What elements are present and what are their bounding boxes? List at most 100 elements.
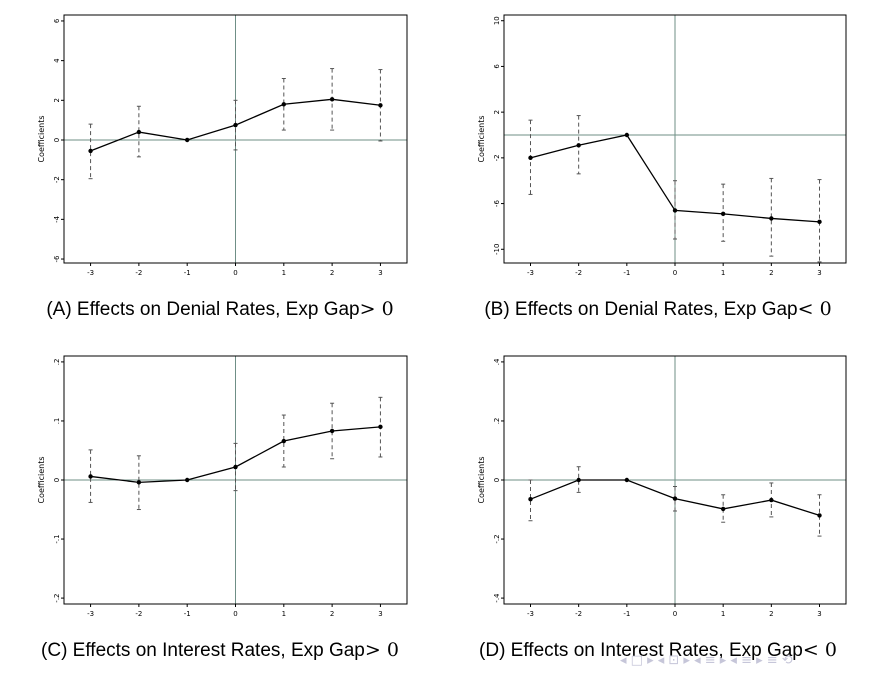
coefficient-point bbox=[184, 477, 190, 483]
navigation-symbols: ◂ □ ▸ ◂ ⊡ ▸ ◂ ≡ ▸ ◂ ≡ ▸ ≡ ⟲ bbox=[620, 653, 793, 668]
panel-caption: (B) Effects on Denial Rates, Exp Gap< 0 bbox=[484, 298, 831, 320]
coefficient-point bbox=[528, 496, 533, 502]
coefficient-point bbox=[184, 137, 190, 143]
y-tick-label: -10 bbox=[493, 244, 501, 255]
y-tick-label: 0 bbox=[53, 138, 61, 142]
y-tick-label: -2 bbox=[53, 176, 61, 183]
panel-caption: (C) Effects on Interest Rates, Exp Gap> … bbox=[41, 639, 399, 661]
x-tick-label: -1 bbox=[623, 269, 630, 277]
x-tick-label: 2 bbox=[769, 610, 773, 618]
y-tick-label: -.2 bbox=[53, 593, 61, 602]
coefficient-point bbox=[233, 464, 238, 470]
x-tick-label: -3 bbox=[527, 269, 534, 277]
y-tick-label: .2 bbox=[493, 418, 501, 425]
caption-math: > 0 bbox=[365, 639, 399, 661]
x-tick-label: -3 bbox=[87, 610, 94, 618]
caption-math: < 0 bbox=[798, 298, 832, 320]
y-tick-label: 0 bbox=[493, 478, 501, 482]
coefficient-point bbox=[624, 132, 630, 138]
y-tick-label: -.4 bbox=[493, 593, 501, 603]
caption-text: (B) Effects on Denial Rates, Exp Gap bbox=[484, 299, 797, 320]
x-tick-label: 2 bbox=[330, 610, 334, 618]
x-tick-label: 0 bbox=[233, 610, 237, 618]
x-tick-label: 1 bbox=[282, 610, 286, 618]
y-tick-label: .1 bbox=[53, 418, 61, 425]
x-tick-label: 0 bbox=[673, 610, 677, 618]
y-tick-label: 6 bbox=[53, 18, 61, 23]
coefficient-point bbox=[136, 480, 142, 485]
caption-text: (A) Effects on Denial Rates, Exp Gap bbox=[46, 299, 359, 320]
x-tick-label: -1 bbox=[623, 610, 630, 618]
x-tick-label: 0 bbox=[673, 269, 677, 277]
x-tick-label: 1 bbox=[721, 610, 725, 618]
x-tick-label: 3 bbox=[817, 610, 821, 618]
panel-caption: (D) Effects on Interest Rates, Exp Gap< … bbox=[479, 639, 837, 661]
coefficient-point bbox=[817, 219, 822, 225]
x-tick-label: 3 bbox=[817, 269, 821, 277]
caption-text: (C) Effects on Interest Rates, Exp Gap bbox=[41, 640, 365, 661]
coefficient-point bbox=[576, 143, 581, 148]
y-tick-label: 10 bbox=[493, 16, 501, 25]
y-tick-label: 6 bbox=[493, 64, 501, 69]
x-tick-label: -2 bbox=[135, 610, 142, 618]
coefficient-point bbox=[672, 208, 678, 213]
y-tick-label: 2 bbox=[53, 98, 61, 102]
coefficient-point bbox=[378, 103, 383, 108]
coefficient-point bbox=[769, 216, 774, 221]
x-tick-label: 3 bbox=[378, 610, 382, 618]
x-tick-label: 1 bbox=[282, 269, 286, 277]
coefficient-point bbox=[720, 211, 726, 217]
y-tick-label: -6 bbox=[493, 200, 501, 208]
coefficient-point bbox=[576, 477, 581, 483]
y-tick-label: -2 bbox=[493, 154, 501, 161]
coefficient-point bbox=[88, 148, 93, 154]
coefficient-point bbox=[769, 497, 774, 503]
caption-math: < 0 bbox=[803, 639, 837, 661]
coefficient-point bbox=[233, 122, 238, 128]
y-axis-title: Coefficients bbox=[477, 456, 486, 503]
coefficient-point bbox=[281, 438, 287, 444]
x-tick-label: -2 bbox=[135, 269, 142, 277]
coefficient-point bbox=[817, 513, 822, 518]
caption-math: > 0 bbox=[360, 298, 394, 320]
panel-a: 6 4 2 0 -2 -4 -6 -3 -2 -1 0 1 2 3 Coefficients (A) Effe… bbox=[37, 14, 408, 320]
x-tick-label: 2 bbox=[769, 269, 773, 277]
caption-text: (D) Effects on Interest Rates, Exp Gap bbox=[479, 640, 803, 661]
coefficient-point bbox=[329, 428, 335, 434]
panel-caption: (A) Effects on Denial Rates, Exp Gap> 0 bbox=[46, 298, 393, 320]
panel-c: .2 .1 0 -.1 -.2 -3 -2 -1 0 1 2 3 Coefficients (C) Eff… bbox=[37, 355, 408, 661]
coefficient-point bbox=[624, 477, 630, 483]
x-tick-label: -2 bbox=[575, 269, 582, 277]
x-tick-label: -3 bbox=[87, 269, 94, 277]
y-tick-label: .4 bbox=[493, 358, 501, 365]
x-tick-label: -2 bbox=[575, 610, 582, 618]
x-tick-label: 1 bbox=[721, 269, 725, 277]
x-tick-label: 3 bbox=[378, 269, 382, 277]
y-axis-title: Coefficients bbox=[37, 115, 46, 162]
y-axis-title: Coefficients bbox=[477, 115, 486, 162]
x-tick-label: -1 bbox=[184, 610, 191, 618]
y-axis-title: Coefficients bbox=[37, 456, 46, 503]
coefficient-point bbox=[281, 102, 287, 107]
x-tick-label: 0 bbox=[233, 269, 237, 277]
panel-d: .4 .2 0 -.2 -.4 -3 -2 -1 0 1 2 3 Coefficients (D) Eff… bbox=[477, 355, 847, 661]
x-tick-label: -1 bbox=[184, 269, 191, 277]
y-tick-label: -.1 bbox=[53, 534, 61, 543]
coefficient-point bbox=[136, 129, 142, 135]
y-tick-label: -4 bbox=[53, 215, 61, 223]
coefficient-point bbox=[88, 474, 93, 479]
coefficient-point bbox=[720, 506, 726, 512]
y-tick-label: 2 bbox=[493, 110, 501, 114]
x-tick-label: -3 bbox=[527, 610, 534, 618]
y-tick-label: .2 bbox=[53, 359, 61, 366]
coefficient-point bbox=[378, 424, 383, 430]
coefficient-point bbox=[672, 496, 678, 501]
y-tick-label: 0 bbox=[53, 478, 61, 482]
y-tick-label: -6 bbox=[53, 255, 61, 263]
coefficient-point bbox=[528, 155, 533, 161]
y-tick-label: 4 bbox=[53, 58, 61, 63]
x-tick-label: 2 bbox=[330, 269, 334, 277]
coefficient-point bbox=[329, 97, 335, 102]
